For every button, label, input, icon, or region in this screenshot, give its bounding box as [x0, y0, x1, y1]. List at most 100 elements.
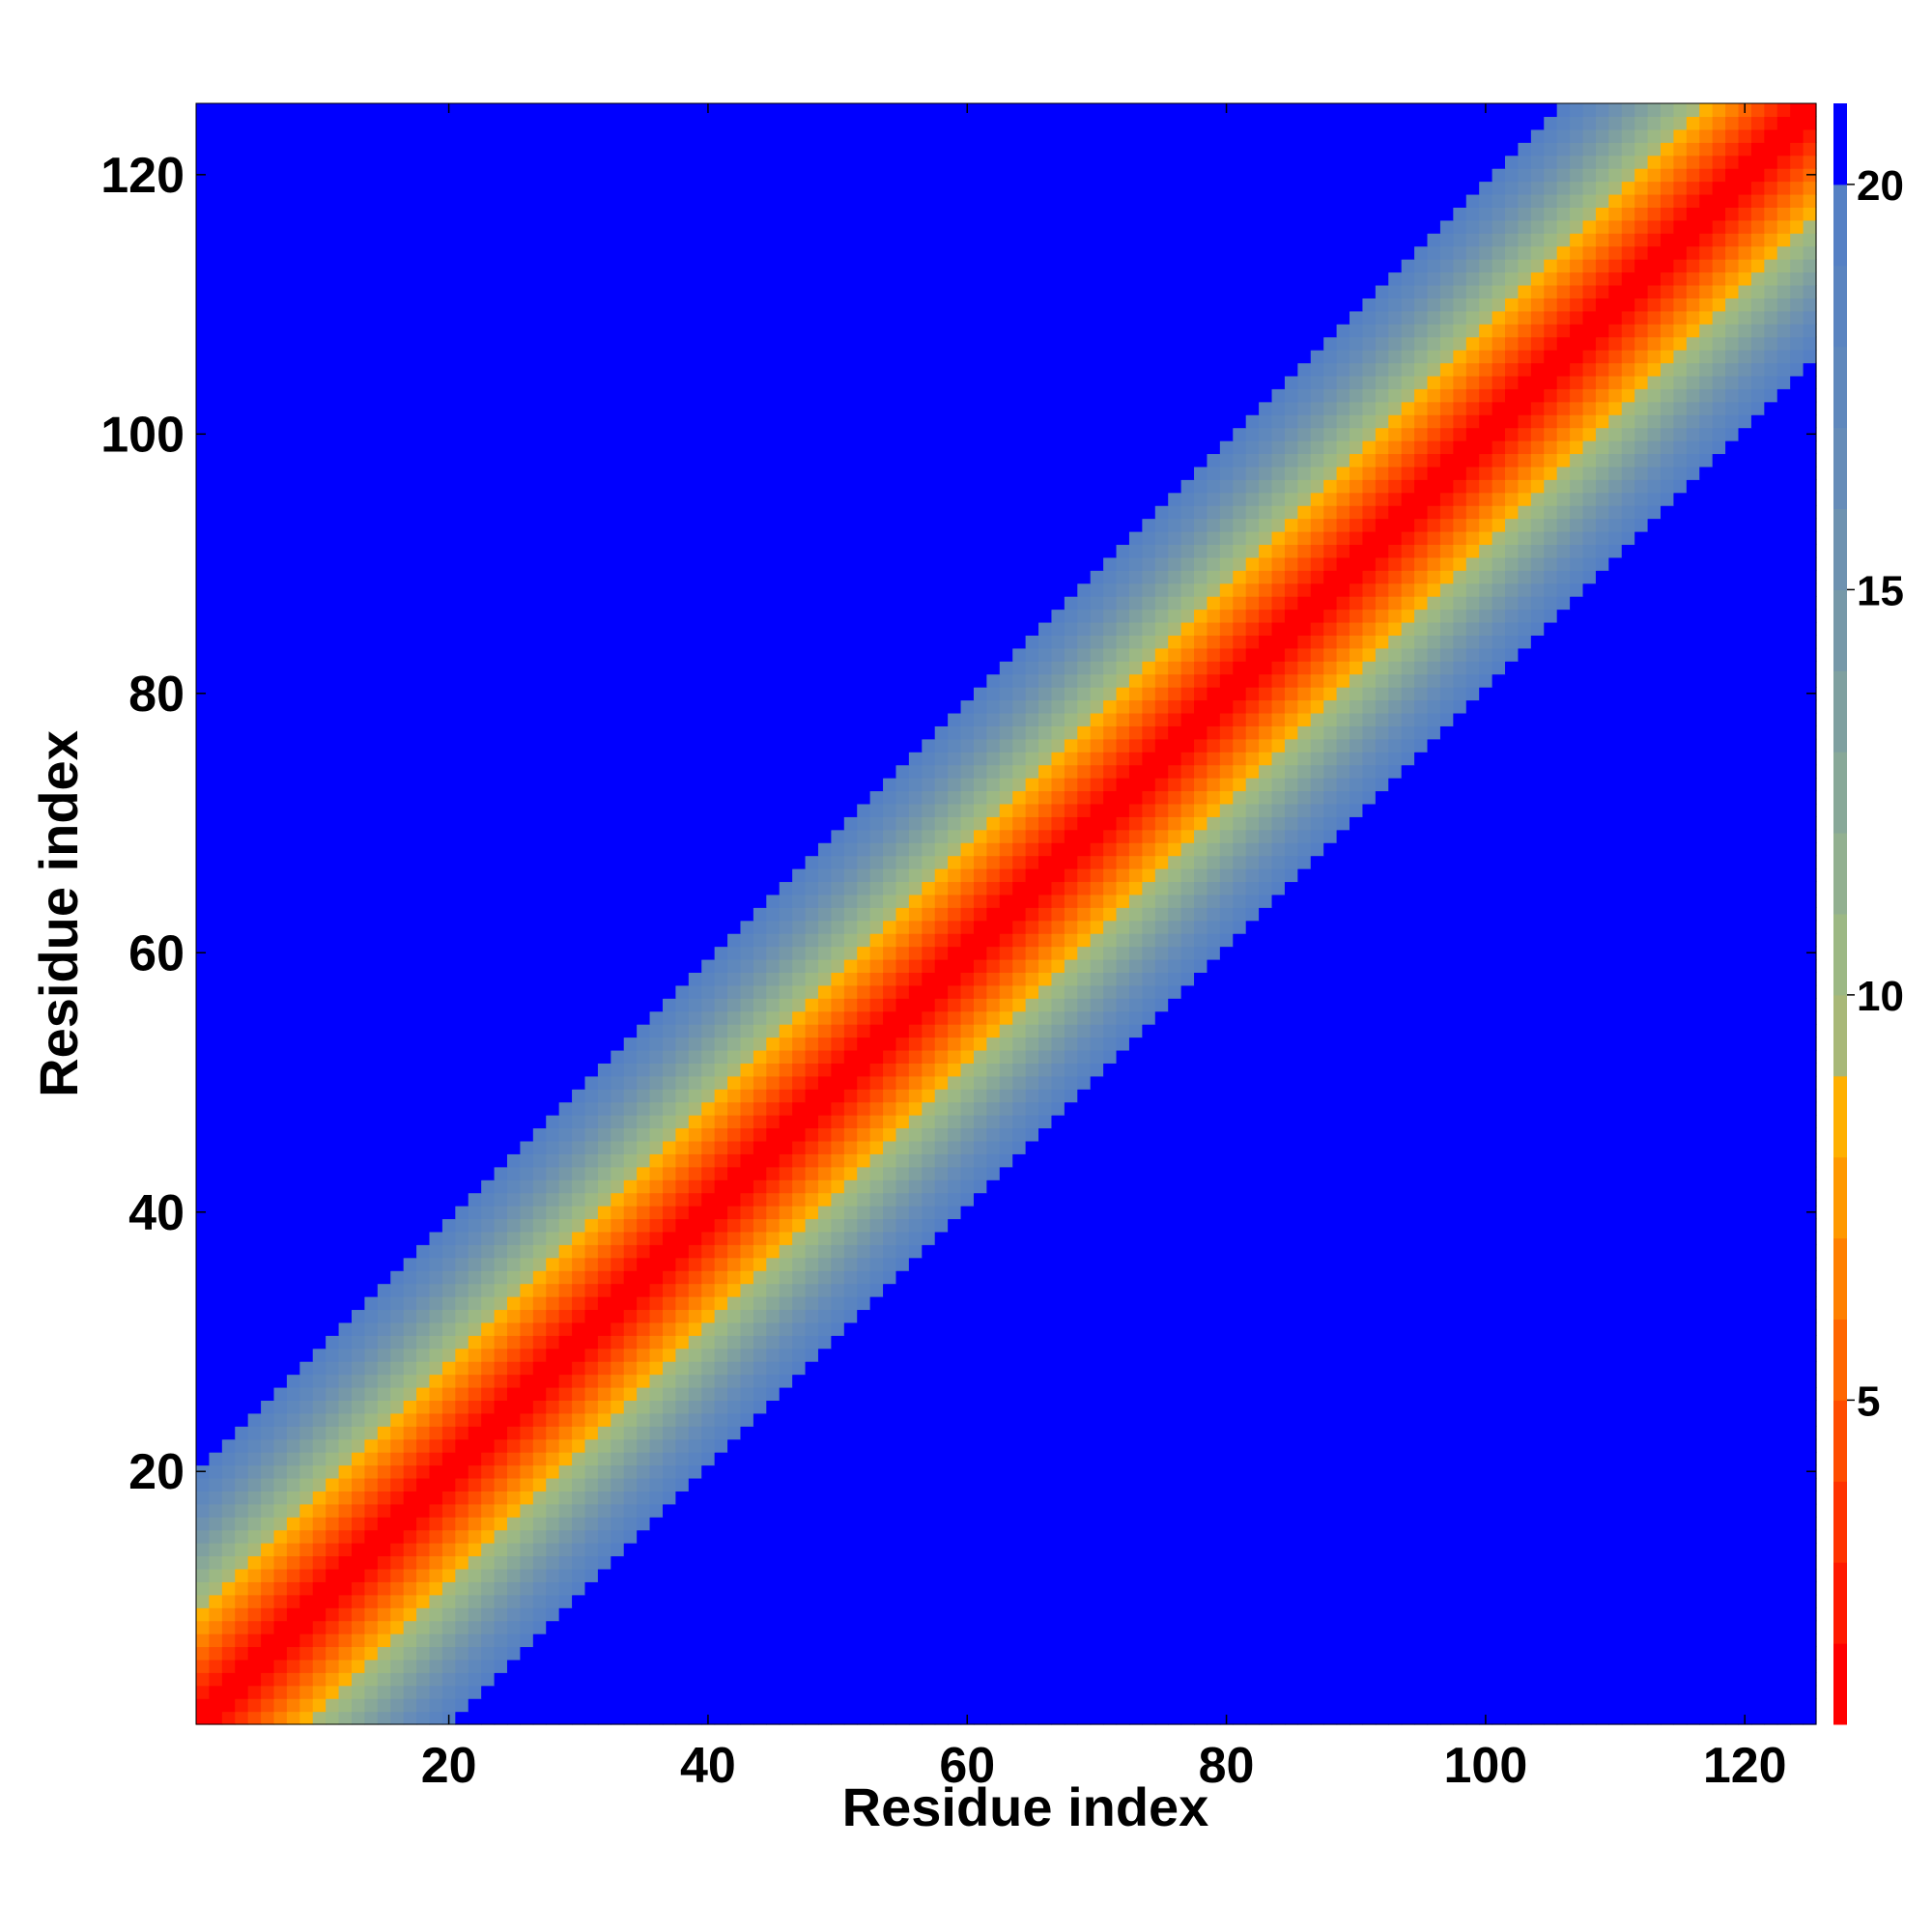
heatmap-cell [843, 1646, 858, 1661]
heatmap-cell [999, 1698, 1013, 1713]
heatmap-cell [960, 1244, 975, 1259]
heatmap-cell [831, 1659, 845, 1673]
heatmap-cell [1414, 1321, 1429, 1336]
heatmap-cell [1556, 1568, 1571, 1582]
heatmap-cell [1673, 1555, 1688, 1570]
heatmap-cell [1530, 1309, 1545, 1323]
heatmap-cell [1077, 1309, 1092, 1323]
heatmap-cell [247, 1659, 262, 1673]
heatmap-cell [960, 1594, 975, 1608]
heatmap-cell [1025, 1361, 1039, 1376]
heatmap-cell [416, 1438, 431, 1453]
heatmap-cell [1388, 1452, 1403, 1466]
heatmap-cell [1661, 1335, 1675, 1350]
heatmap-cell [1803, 1452, 1817, 1466]
heatmap-cell [416, 1685, 431, 1699]
heatmap-cell [1764, 1581, 1778, 1596]
heatmap-cell [261, 1568, 275, 1582]
heatmap-cell [986, 1231, 1001, 1245]
heatmap-cell [468, 1426, 482, 1440]
heatmap-cell [649, 1321, 664, 1336]
heatmap-cell [1530, 1321, 1545, 1336]
heatmap-cell [611, 1698, 625, 1713]
heatmap-cell [286, 1386, 300, 1401]
heatmap-cell [1297, 1386, 1312, 1401]
heatmap-cell [1427, 1555, 1441, 1570]
heatmap-cell [1544, 1348, 1558, 1362]
heatmap-cell [247, 1218, 262, 1233]
heatmap-cell [286, 1296, 300, 1311]
heatmap-cell [1233, 1296, 1247, 1311]
heatmap-cell [1323, 1517, 1338, 1531]
heatmap-cell [1051, 1672, 1065, 1687]
heatmap-cell [455, 1374, 469, 1388]
heatmap-cell [1323, 1543, 1338, 1557]
heatmap-cell [623, 1218, 638, 1233]
heatmap-cell [1427, 1517, 1441, 1531]
heatmap-cell [532, 1386, 547, 1401]
heatmap-cell [1738, 1659, 1752, 1673]
heatmap-cell [623, 1257, 638, 1271]
heatmap-cell [843, 1452, 858, 1466]
heatmap-cell [416, 1568, 431, 1582]
heatmap-cell [1310, 1491, 1324, 1505]
heatmap-cell [1595, 1464, 1609, 1479]
heatmap-cell [1544, 1517, 1558, 1531]
heatmap-cell [506, 1711, 521, 1725]
heatmap-cell [572, 1685, 586, 1699]
heatmap-cell [779, 1672, 793, 1687]
heatmap-cell [1401, 1634, 1415, 1648]
heatmap-cell [326, 1270, 340, 1285]
heatmap-cell [532, 1412, 547, 1427]
heatmap-cell [895, 1296, 910, 1311]
heatmap-cell [831, 1206, 845, 1220]
heatmap-cell [455, 1517, 469, 1531]
heatmap-cell [312, 1438, 327, 1453]
heatmap-cell [481, 1529, 496, 1544]
heatmap-cell [1518, 1296, 1532, 1311]
heatmap-cell [1116, 1607, 1130, 1622]
heatmap-cell [1738, 1348, 1752, 1362]
heatmap-cell [403, 1321, 417, 1336]
heatmap-cell [1323, 1400, 1338, 1414]
heatmap-cell [377, 1231, 391, 1245]
heatmap-cell [558, 1244, 573, 1259]
heatmap-cell [701, 1348, 716, 1362]
heatmap-cell [611, 1438, 625, 1453]
heatmap-cell [1375, 1206, 1389, 1220]
heatmap-cell [857, 1231, 871, 1245]
heatmap-cell [351, 1361, 366, 1376]
heatmap-cell [1453, 1711, 1467, 1725]
heatmap-cell [973, 1464, 987, 1479]
heatmap-cell [1570, 1438, 1584, 1453]
heatmap-cell [1479, 1386, 1493, 1401]
heatmap-cell [1142, 1672, 1156, 1687]
heatmap-cell [805, 1685, 819, 1699]
heatmap-cell [688, 1646, 702, 1661]
heatmap-cell [611, 1244, 625, 1259]
heatmap-cell [441, 1321, 456, 1336]
heatmap-cell [1439, 1464, 1454, 1479]
heatmap-cell [403, 1543, 417, 1557]
heatmap-cell [792, 1412, 807, 1427]
heatmap-cell [261, 1607, 275, 1622]
heatmap-cell [766, 1218, 781, 1233]
heatmap-cell [494, 1711, 508, 1725]
heatmap-cell [1661, 1386, 1675, 1401]
heatmap-cell [196, 1426, 211, 1440]
heatmap-cell [1738, 1517, 1752, 1531]
heatmap-cell [1414, 1634, 1429, 1648]
heatmap-cell [520, 1335, 534, 1350]
heatmap-cell [1439, 1634, 1454, 1648]
heatmap-cell [1297, 1464, 1312, 1479]
heatmap-cell [1686, 1555, 1700, 1570]
heatmap-cell [326, 1646, 340, 1661]
heatmap-cell [805, 1594, 819, 1608]
heatmap-cell [1530, 1543, 1545, 1557]
heatmap-cell [1025, 1685, 1039, 1699]
heatmap-cell [1350, 1634, 1364, 1648]
heatmap-cell [1750, 1529, 1765, 1544]
heatmap-cell [714, 1620, 728, 1634]
heatmap-cell [908, 1491, 923, 1505]
heatmap-cell [506, 1400, 521, 1414]
